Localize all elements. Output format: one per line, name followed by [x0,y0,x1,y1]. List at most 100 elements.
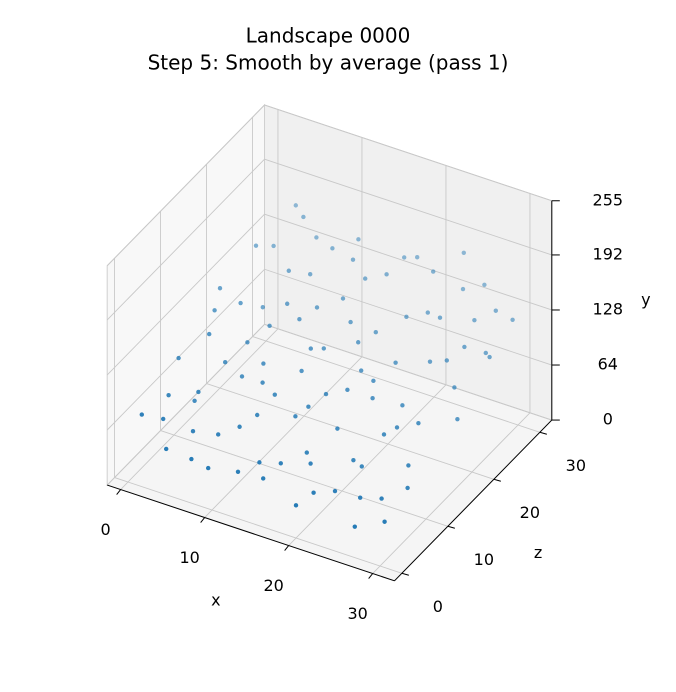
data-point [223,360,228,365]
grid-line [106,213,265,376]
x-tick-label: 20 [263,576,283,595]
grid-line [160,430,448,527]
data-point [139,412,144,417]
data-point [297,317,302,322]
data-point [416,420,421,426]
data-point [348,319,353,325]
data-point [293,503,299,508]
data-point [359,464,364,469]
data-point [425,310,430,315]
z-tick-label: 10 [474,550,494,569]
data-point [323,391,329,397]
data-point [257,460,262,465]
data-point [237,424,242,429]
data-point [314,235,319,240]
data-point [371,378,376,384]
z-axis-label: z [534,543,542,562]
data-point [235,469,241,474]
data-point [356,340,361,345]
data-point [293,203,298,208]
grid-line [106,158,265,321]
data-point [340,296,346,301]
grid-line [288,384,447,546]
grid-line [206,383,494,480]
data-point [370,396,375,401]
data-point [308,272,313,277]
data-point [379,496,384,501]
z-tick-label: 30 [566,456,586,475]
data-point [161,416,166,422]
data-point [345,387,350,393]
data-point [352,524,357,529]
data-point [359,368,364,373]
data-point [402,255,407,260]
data-point [196,389,201,395]
data-point [306,404,311,409]
y-axis-label: y [641,290,650,309]
data-point [286,268,291,273]
data-point [455,416,460,422]
data-point [405,485,410,491]
data-point [206,465,211,471]
data-point [393,360,398,365]
y-tick-label: 64 [598,355,618,374]
data-point [192,398,197,403]
data-point [415,255,420,260]
grid-line [264,323,552,421]
z-tick-label: 0 [433,597,443,616]
y-tick-label: 255 [593,190,624,209]
axis-line [107,484,395,582]
y-tick-label: 0 [603,410,613,429]
data-point [260,305,265,310]
data-point [363,276,368,281]
data-point [330,246,335,251]
data-point [301,214,306,220]
data-point [400,403,405,408]
data-point [381,432,387,437]
data-point [356,237,361,242]
data-point [189,456,194,462]
x-tick-label: 30 [347,604,367,623]
grid-line [264,213,552,311]
grid-line [372,412,531,574]
data-point [164,446,169,452]
data-point [493,308,498,313]
x-axis-label: x [211,590,220,609]
y-tick-label: 128 [593,299,624,318]
data-point [166,392,171,398]
data-point [212,308,217,313]
z-tick-label: 20 [520,503,540,522]
x-tick-label: 0 [101,520,111,539]
tick-mark [447,525,455,529]
data-point [382,519,387,524]
data-point [314,305,320,310]
data-point [176,355,181,361]
data-point [431,269,436,274]
data-point [238,300,243,306]
data-point [404,314,409,320]
data-point [482,282,487,287]
grid-line [120,328,279,490]
data-point [394,425,400,430]
tick-mark [401,572,409,576]
data-point [272,392,277,397]
data-point [253,243,259,248]
grid-line [204,356,363,518]
data-point [311,490,316,495]
data-point [350,257,356,262]
data-point [321,346,326,351]
chart-title: Landscape 0000 [246,24,411,48]
tick-mark [493,478,501,482]
data-point [510,317,515,322]
data-point [304,450,309,455]
data-point [358,495,363,500]
grid-line [264,104,552,202]
data-point [261,361,266,366]
data-point [278,461,283,466]
chart-subtitle: Step 5: Smooth by average (pass 1) [148,51,509,75]
data-point [299,368,304,374]
data-point [239,374,245,379]
data-point [308,346,313,351]
grid-line [106,104,265,267]
